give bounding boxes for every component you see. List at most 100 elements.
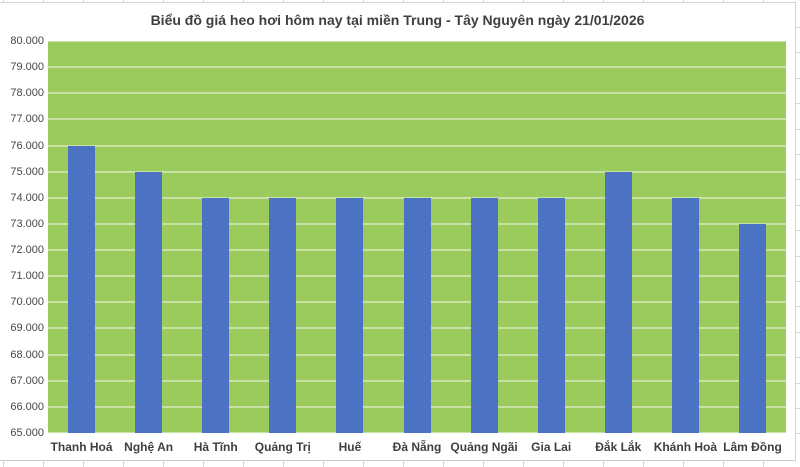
sheet-column-tick [563,461,564,467]
sheet-row-tick [796,357,800,358]
sheet-row-tick [796,230,800,231]
bar[interactable] [671,197,699,433]
sheet-column-tick [243,461,244,467]
sheet-column-tick [523,461,524,467]
y-axis-tick-label: 70.000 [10,296,44,309]
x-axis-category-label: Nghệ An [124,440,174,454]
bar[interactable] [738,223,766,433]
sheet-column-tick [83,461,84,467]
sheet-column-tick [203,0,204,2]
x-axis-category-label: Đắk Lắk [595,440,642,454]
y-axis-tick-label: 75.000 [10,165,44,178]
y-axis-tick-label: 77.000 [10,113,44,126]
bar[interactable] [604,171,632,433]
sheet-column-tick [763,461,764,467]
y-axis[interactable]: 80.000 79.000 78.000 77.000 76.000 75.000 74.0… [0,3,44,461]
sheet-column-tick [603,0,604,2]
sheet-column-tick [723,0,724,2]
sheet-column-tick [723,461,724,467]
sheet-row-tick [796,281,800,282]
y-axis-tick-label: 69.000 [10,322,44,335]
y-axis-tick-label: 74.000 [10,191,44,204]
bar[interactable] [403,197,431,433]
sheet-column-tick [763,0,764,2]
sheet-column-tick [643,0,644,2]
y-axis-tick-label: 78.000 [10,87,44,100]
sheet-row-tick [796,383,800,384]
sheet-column-tick [163,461,164,467]
sheet-row-tick [796,154,800,155]
sheet-row-tick [796,129,800,130]
sheet-row-tick [796,27,800,28]
y-axis-tick-label: 76.000 [10,139,44,152]
sheet-row-tick [796,179,800,180]
bar[interactable] [68,145,96,433]
sheet-column-tick [43,461,44,467]
sheet-column-tick [323,0,324,2]
gridline [48,118,786,121]
sheet-column-tick [403,461,404,467]
sheet-row-tick [796,332,800,333]
x-axis-category-label: Khánh Hoà [653,440,718,454]
gridline [48,92,786,95]
bar[interactable] [135,171,163,433]
x-axis-category-label: Thanh Hoá [50,440,113,454]
sheet-column-tick [483,0,484,2]
x-axis-category-label: Quảng Ngãi [450,440,518,454]
sheet-column-tick [123,0,124,2]
bar[interactable] [537,197,565,433]
sheet-column-tick [83,0,84,2]
x-axis-category-label: Quảng Trị [254,440,311,454]
sheet-column-tick [483,461,484,467]
sheet-column-tick [283,461,284,467]
y-axis-tick-label: 67.000 [10,374,44,387]
y-axis-tick-label: 68.000 [10,348,44,361]
sheet-column-tick [203,461,204,467]
sheet-column-tick [403,0,404,2]
x-axis-category-label: Huế [338,440,362,454]
gridline [48,144,786,147]
sheet-column-tick [123,461,124,467]
sheet-row-tick [796,306,800,307]
sheet-column-tick [683,461,684,467]
sheet-row-tick [796,408,800,409]
y-axis-tick-label: 66.000 [10,400,44,413]
x-axis[interactable]: Thanh Hoá Nghệ An Hà Tĩnh Quảng Trị Huế Đà Nẵ… [48,437,786,457]
sheet-row-tick [796,52,800,53]
x-axis-category-label: Hà Tĩnh [193,440,238,454]
sheet-column-tick [3,461,4,467]
plot-area[interactable] [48,41,786,433]
y-axis-tick-label: 79.000 [10,61,44,74]
gridline [48,41,786,42]
sheet-row-tick [796,78,800,79]
sheet-column-tick [163,0,164,2]
sheet-column-tick [563,0,564,2]
bar[interactable] [470,197,498,433]
sheet-column-tick [283,0,284,2]
bar[interactable] [336,197,364,433]
sheet-column-tick [523,0,524,2]
sheet-column-tick [3,0,4,2]
sheet-row-tick [796,433,800,434]
sheet-row-tick [796,256,800,257]
sheet-column-tick [603,461,604,467]
y-axis-tick-label: 71.000 [10,270,44,283]
sheet-column-tick [363,0,364,2]
sheet-column-tick [683,0,684,2]
sheet-row-tick [796,103,800,104]
y-axis-tick-label: 73.000 [10,217,44,230]
chart-title[interactable]: Biểu đồ giá heo hơi hôm nay tại miền Tru… [150,12,645,28]
y-axis-tick-label: 80.000 [10,35,44,47]
bar[interactable] [202,197,230,433]
sheet-column-tick [243,0,244,2]
bar[interactable] [269,197,297,433]
gridline [48,66,786,69]
gridline [48,170,786,173]
x-axis-category-label: Lâm Đồng [723,440,782,454]
sheet-row-tick [796,205,800,206]
sheet-column-tick [443,461,444,467]
chart-object[interactable]: Biểu đồ giá heo hơi hôm nay tại miền Tru… [0,2,796,461]
x-axis-category-label: Gia Lai [531,440,572,454]
